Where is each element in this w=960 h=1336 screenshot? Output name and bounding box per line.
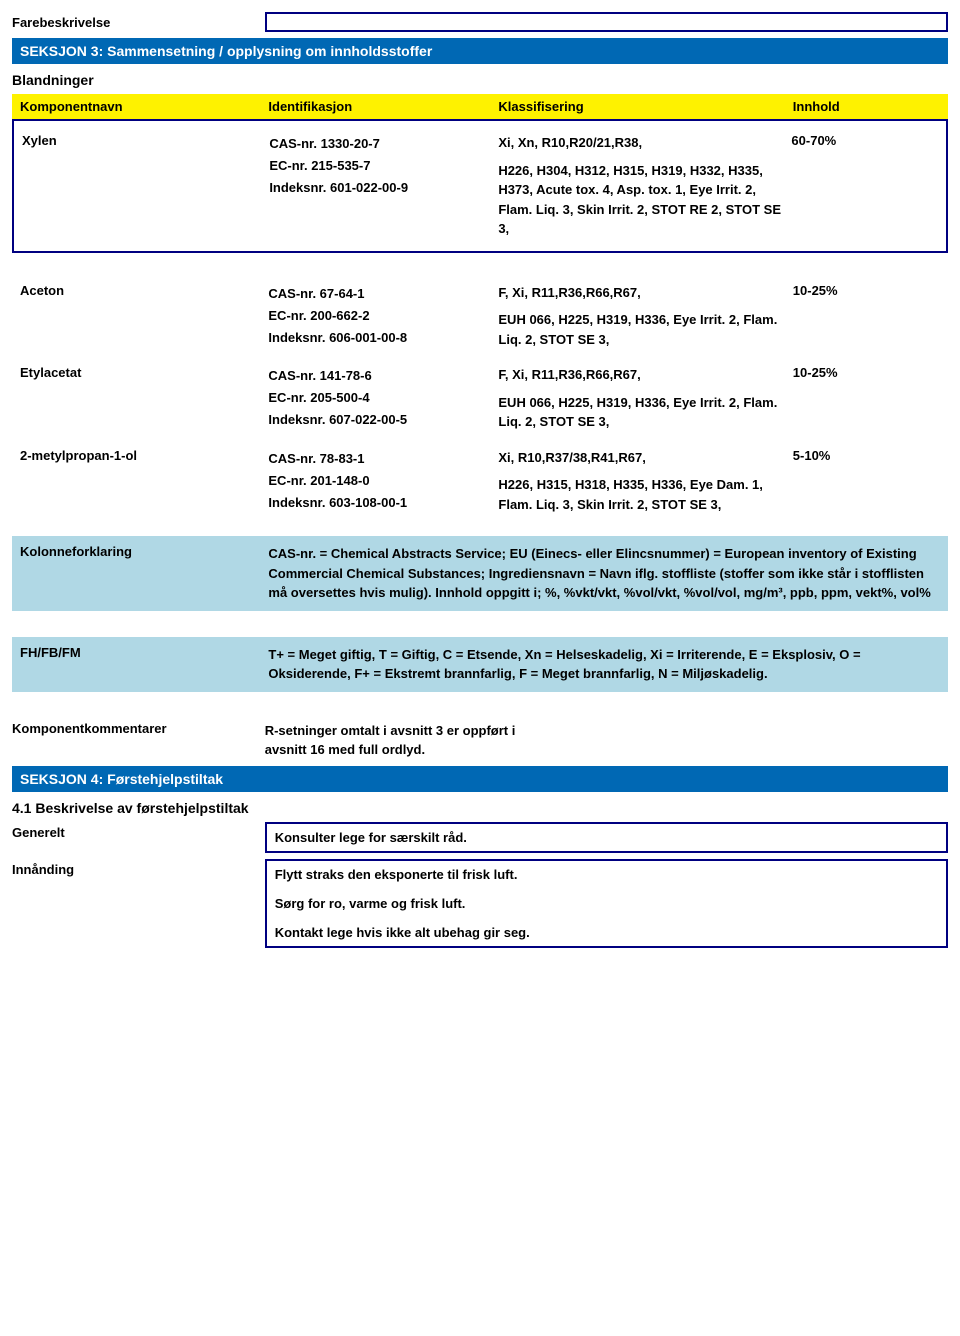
component-row: Aceton CAS-nr. 67-64-1 EC-nr. 200-662-2 …: [12, 279, 948, 354]
indeks-number: Indeksnr. 603-108-00-1: [268, 492, 498, 514]
component-classification: Xi, Xn, R10,R20/21,R38, H226, H304, H312…: [498, 133, 791, 239]
component-name: Xylen: [22, 133, 269, 148]
th-komponentnavn: Komponentnavn: [20, 99, 268, 114]
innanding-line-1: Flytt straks den eksponerte til frisk lu…: [275, 867, 938, 882]
innanding-box: Flytt straks den eksponerte til frisk lu…: [265, 859, 948, 948]
indeks-number: Indeksnr. 606-001-00-8: [268, 327, 498, 349]
farebeskrivelse-row: Farebeskrivelse: [12, 12, 948, 32]
innanding-row: Innånding Flytt straks den eksponerte ti…: [12, 859, 948, 948]
farebeskrivelse-box: [265, 12, 948, 32]
class-line-1: Xi, Xn, R10,R20/21,R38,: [498, 133, 791, 153]
innanding-label: Innånding: [12, 859, 265, 877]
generelt-box: Konsulter lege for særskilt råd.: [265, 822, 948, 853]
class-line-1: Xi, R10,R37/38,R41,R67,: [498, 448, 792, 468]
komponentkommentarer-row: Komponentkommentarer R-setninger omtalt …: [12, 718, 948, 760]
component-row: 2-metylpropan-1-ol CAS-nr. 78-83-1 EC-nr…: [12, 444, 948, 519]
component-id: CAS-nr. 67-64-1 EC-nr. 200-662-2 Indeksn…: [268, 283, 498, 349]
cas-number: CAS-nr. 1330-20-7: [269, 133, 498, 155]
component-amount: 5-10%: [793, 448, 940, 463]
generelt-row: Generelt Konsulter lege for særskilt råd…: [12, 822, 948, 853]
component-block-xylen: Xylen CAS-nr. 1330-20-7 EC-nr. 215-535-7…: [12, 119, 948, 253]
class-line-2: EUH 066, H225, H319, H336, Eye Irrit. 2,…: [498, 393, 792, 432]
section-4-header: SEKSJON 4: Førstehjelpstiltak: [12, 766, 948, 792]
cas-number: CAS-nr. 78-83-1: [268, 448, 498, 470]
class-line-1: F, Xi, R11,R36,R66,R67,: [498, 283, 792, 303]
ec-number: EC-nr. 215-535-7: [269, 155, 498, 177]
class-line-1: F, Xi, R11,R36,R66,R67,: [498, 365, 792, 385]
kolonneforklaring-row: Kolonneforklaring CAS-nr. = Chemical Abs…: [12, 536, 948, 611]
indeks-number: Indeksnr. 601-022-00-9: [269, 177, 498, 199]
fhfbfm-label: FH/FB/FM: [20, 645, 268, 660]
component-name: 2-metylpropan-1-ol: [20, 448, 268, 463]
component-table-header: Komponentnavn Identifikasjon Klassifiser…: [12, 94, 948, 119]
component-id: CAS-nr. 78-83-1 EC-nr. 201-148-0 Indeksn…: [268, 448, 498, 514]
komponentkommentarer-label: Komponentkommentarer: [12, 718, 265, 736]
fhfbfm-row: FH/FB/FM T+ = Meget giftig, T = Giftig, …: [12, 637, 948, 692]
component-row: Etylacetat CAS-nr. 141-78-6 EC-nr. 205-5…: [12, 361, 948, 436]
section-4-1-heading: 4.1 Beskrivelse av førstehjelpstiltak: [12, 800, 948, 816]
component-amount: 10-25%: [793, 283, 940, 298]
class-line-2: H226, H315, H318, H335, H336, Eye Dam. 1…: [498, 475, 792, 514]
th-klassifisering: Klassifisering: [498, 99, 792, 114]
generelt-label: Generelt: [12, 822, 265, 840]
ec-number: EC-nr. 205-500-4: [268, 387, 498, 409]
blandninger-heading: Blandninger: [12, 72, 948, 88]
component-classification: F, Xi, R11,R36,R66,R67, EUH 066, H225, H…: [498, 283, 792, 350]
innanding-line-2: Sørg for ro, varme og frisk luft.: [275, 896, 938, 911]
innanding-line-3: Kontakt lege hvis ikke alt ubehag gir se…: [275, 925, 938, 940]
komponentkommentarer-text: R-setninger omtalt i avsnitt 3 er oppfør…: [265, 718, 545, 760]
component-classification: Xi, R10,R37/38,R41,R67, H226, H315, H318…: [498, 448, 792, 515]
th-innhold: Innhold: [793, 99, 940, 114]
class-line-2: EUH 066, H225, H319, H336, Eye Irrit. 2,…: [498, 310, 792, 349]
farebeskrivelse-label: Farebeskrivelse: [12, 12, 265, 30]
component-id: CAS-nr. 141-78-6 EC-nr. 205-500-4 Indeks…: [268, 365, 498, 431]
indeks-number: Indeksnr. 607-022-00-5: [268, 409, 498, 431]
cas-number: CAS-nr. 141-78-6: [268, 365, 498, 387]
component-id: CAS-nr. 1330-20-7 EC-nr. 215-535-7 Indek…: [269, 133, 498, 199]
component-amount: 60-70%: [791, 133, 938, 148]
component-name: Etylacetat: [20, 365, 268, 380]
component-name: Aceton: [20, 283, 268, 298]
kolonneforklaring-label: Kolonneforklaring: [20, 544, 268, 559]
ec-number: EC-nr. 201-148-0: [268, 470, 498, 492]
class-line-2: H226, H304, H312, H315, H319, H332, H335…: [498, 161, 791, 239]
fhfbfm-text: T+ = Meget giftig, T = Giftig, C = Etsen…: [268, 645, 940, 684]
ec-number: EC-nr. 200-662-2: [268, 305, 498, 327]
component-row: Xylen CAS-nr. 1330-20-7 EC-nr. 215-535-7…: [22, 129, 938, 243]
section-3-header: SEKSJON 3: Sammensetning / opplysning om…: [12, 38, 948, 64]
component-amount: 10-25%: [793, 365, 940, 380]
th-identifikasjon: Identifikasjon: [268, 99, 498, 114]
cas-number: CAS-nr. 67-64-1: [268, 283, 498, 305]
kolonneforklaring-text: CAS-nr. = Chemical Abstracts Service; EU…: [268, 544, 940, 603]
component-classification: F, Xi, R11,R36,R66,R67, EUH 066, H225, H…: [498, 365, 792, 432]
